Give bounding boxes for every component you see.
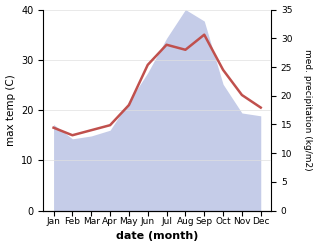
X-axis label: date (month): date (month) xyxy=(116,231,198,242)
Y-axis label: med. precipitation (kg/m2): med. precipitation (kg/m2) xyxy=(303,49,313,171)
Y-axis label: max temp (C): max temp (C) xyxy=(5,74,16,146)
